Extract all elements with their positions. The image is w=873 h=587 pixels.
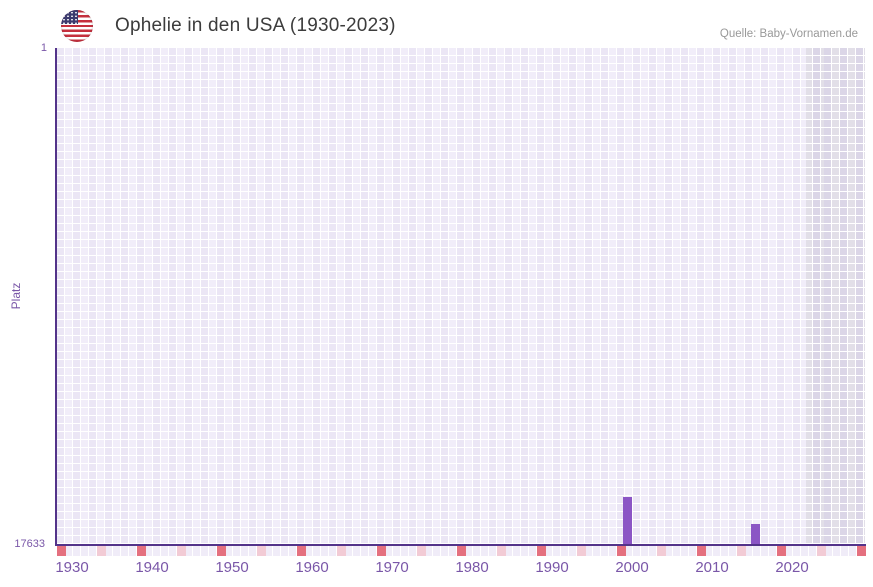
x-tick-label-1990: 1990 bbox=[535, 559, 569, 576]
page-title: Ophelie in den USA (1930-2023) bbox=[115, 15, 396, 36]
rank-bar-2015 bbox=[751, 523, 760, 544]
decade-tick-2020 bbox=[777, 546, 786, 556]
half-decade-tick-1955 bbox=[257, 546, 266, 556]
half-decade-tick-2015 bbox=[737, 546, 746, 556]
x-tick-label-1970: 1970 bbox=[375, 559, 409, 576]
y-axis-line bbox=[55, 48, 57, 546]
decade-tick-1960 bbox=[297, 546, 306, 556]
y-tick-top: 1 bbox=[40, 42, 47, 54]
half-decade-tick-2005 bbox=[657, 546, 666, 556]
decade-tick-2010 bbox=[697, 546, 706, 556]
half-decade-tick-1995 bbox=[577, 546, 586, 556]
x-axis-line bbox=[55, 544, 866, 546]
source-attribution: Quelle: Baby-Vornamen.de bbox=[719, 28, 858, 40]
us-flag-icon bbox=[61, 10, 93, 42]
y-tick-bottom: 17633 bbox=[14, 538, 45, 550]
x-tick-label-1940: 1940 bbox=[135, 559, 169, 576]
rank-bar-1999 bbox=[623, 496, 632, 544]
decade-tick-1970 bbox=[377, 546, 386, 556]
half-decade-tick-1985 bbox=[497, 546, 506, 556]
decade-tick-2030 bbox=[857, 546, 866, 556]
half-decade-tick-2025 bbox=[817, 546, 826, 556]
decade-tick-2000 bbox=[617, 546, 626, 556]
half-decade-tick-1975 bbox=[417, 546, 426, 556]
half-decade-tick-1935 bbox=[97, 546, 106, 556]
decade-tick-1930 bbox=[57, 546, 66, 556]
x-tick-label-1980: 1980 bbox=[455, 559, 489, 576]
us-flag-canton bbox=[61, 10, 78, 24]
decade-tick-1990 bbox=[537, 546, 546, 556]
decade-tick-1950 bbox=[217, 546, 226, 556]
x-tick-label-1950: 1950 bbox=[215, 559, 249, 576]
decade-tick-1940 bbox=[137, 546, 146, 556]
y-axis-label: Platz bbox=[9, 282, 23, 310]
x-tick-strip bbox=[57, 546, 866, 556]
half-decade-tick-1965 bbox=[337, 546, 346, 556]
x-tick-label-1960: 1960 bbox=[295, 559, 329, 576]
x-tick-label-1930: 1930 bbox=[55, 559, 89, 576]
x-tick-label-2010: 2010 bbox=[695, 559, 729, 576]
plot-area bbox=[57, 48, 865, 544]
x-tick-label-2000: 2000 bbox=[615, 559, 649, 576]
x-tick-label-2020: 2020 bbox=[775, 559, 809, 576]
no-data-shaded-region bbox=[806, 48, 865, 544]
half-decade-tick-1945 bbox=[177, 546, 186, 556]
decade-tick-1980 bbox=[457, 546, 466, 556]
